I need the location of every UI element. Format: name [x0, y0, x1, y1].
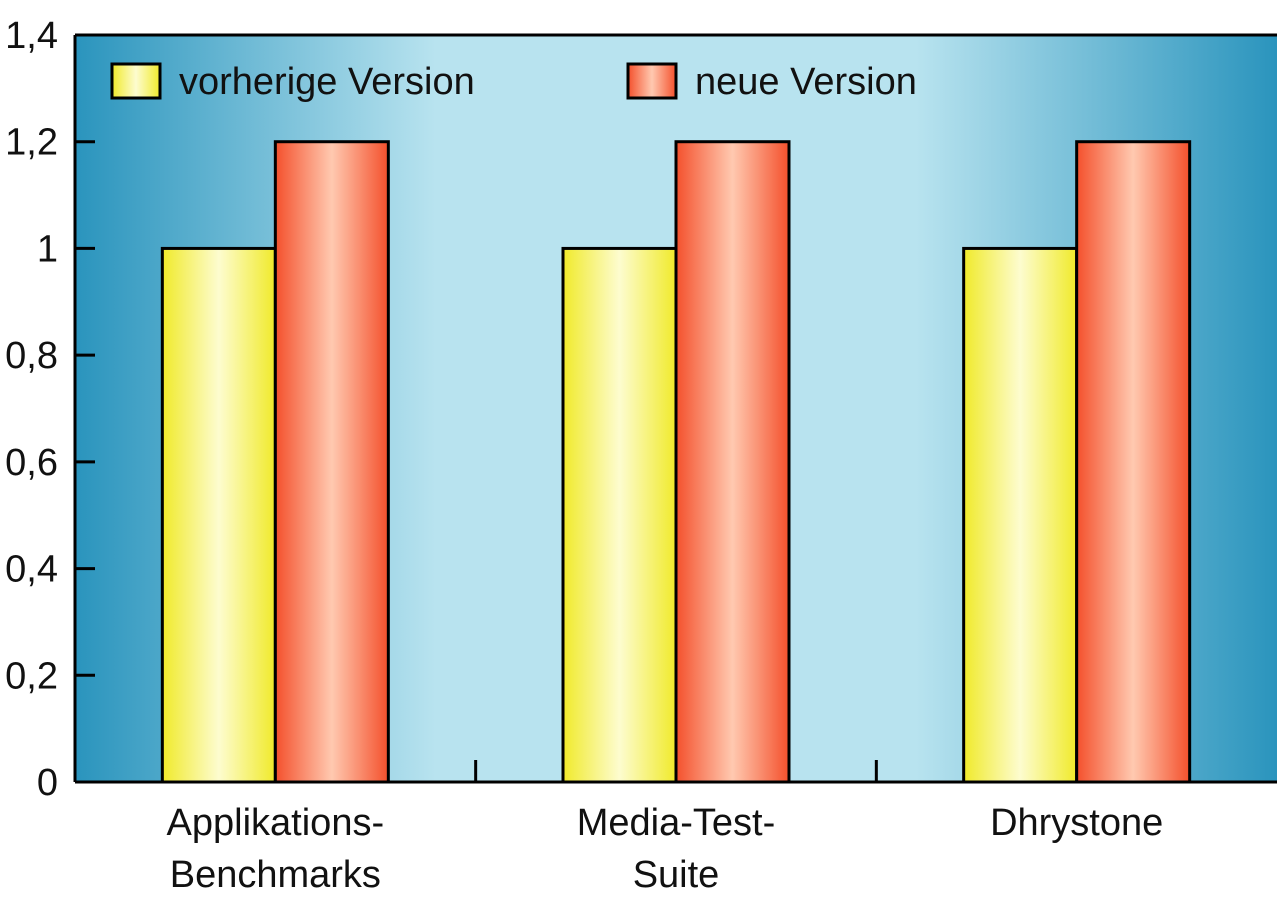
legend-swatch-2	[626, 62, 678, 100]
legend-label-1: vorherige Version	[179, 61, 475, 103]
y-tick-label: 1	[37, 228, 58, 270]
y-tick-label: 0,8	[5, 335, 58, 377]
bar-neue-version-3	[1075, 140, 1192, 784]
bar-vorherige-version-3	[962, 246, 1079, 784]
legend-label-2: neue Version	[695, 61, 917, 103]
x-category-label: Dhrystone	[990, 802, 1163, 844]
y-tick-label: 0,2	[5, 655, 58, 697]
bar-vorherige-version-1	[160, 246, 277, 784]
y-tick-label: 0	[37, 762, 58, 804]
legend-swatch-1	[110, 62, 162, 100]
bar-neue-version-1	[273, 140, 390, 784]
x-category-label: Media-Test-Suite	[577, 802, 776, 896]
bar-vorherige-version-2	[561, 246, 678, 784]
x-category-label: Applikations-Benchmarks	[167, 802, 385, 896]
y-tick-label: 1,4	[5, 15, 58, 57]
y-tick-label: 1,2	[5, 122, 58, 164]
y-tick-label: 0,4	[5, 549, 58, 591]
y-tick-label: 0,6	[5, 442, 58, 484]
bar-neue-version-2	[674, 140, 791, 784]
